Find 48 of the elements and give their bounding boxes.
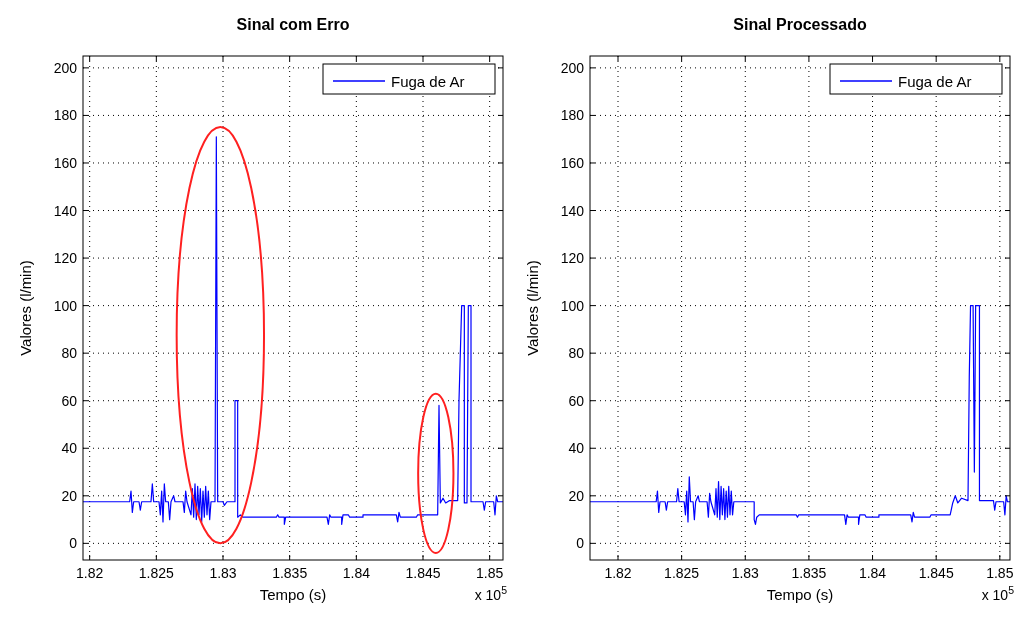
y-tick-label: 0 xyxy=(576,535,585,552)
y-tick-label: 100 xyxy=(53,297,78,314)
x-tick-label: 1.825 xyxy=(664,565,700,581)
x-tick-label: 1.83 xyxy=(209,565,237,581)
x-tick-label: 1.845 xyxy=(405,565,441,581)
y-tick-label: 140 xyxy=(53,202,78,219)
y-axis-title: Valores (l/min) xyxy=(17,260,34,356)
y-tick-label: 160 xyxy=(560,154,585,171)
y-tick-label: 20 xyxy=(568,487,585,504)
y-axis-title: Valores (l/min) xyxy=(524,260,541,356)
y-tick-label: 40 xyxy=(568,440,585,457)
x-tick-label: 1.83 xyxy=(731,565,760,581)
y-tick-label: 140 xyxy=(560,202,585,219)
y-tick-label: 160 xyxy=(53,154,78,171)
chart-title: Sinal com Erro xyxy=(236,16,350,33)
chart-title: Sinal Processado xyxy=(733,16,867,33)
x-axis-title: Tempo (s) xyxy=(766,586,834,603)
x-tick-label: 1.835 xyxy=(791,565,827,581)
y-tick-label: 200 xyxy=(560,59,585,76)
y-tick-label: 180 xyxy=(560,107,585,124)
y-tick-label: 40 xyxy=(61,440,78,457)
x-tick-label: 1.84 xyxy=(858,565,887,581)
legend-label: Fuga de Ar xyxy=(898,73,972,90)
x-tick-label: 1.85 xyxy=(476,565,504,581)
line-series xyxy=(589,305,1011,525)
y-tick-label: 80 xyxy=(568,345,585,362)
x-tick-label: 1.845 xyxy=(918,565,954,581)
y-tick-label: 20 xyxy=(61,487,78,504)
x-tick-label: 1.835 xyxy=(272,565,308,581)
x-tick-label: 1.85 xyxy=(986,565,1014,581)
x-tick-label: 1.82 xyxy=(604,565,632,581)
y-tick-label: 120 xyxy=(53,250,78,267)
x-tick-label: 1.82 xyxy=(76,565,104,581)
y-tick-label: 180 xyxy=(53,107,78,124)
legend-label: Fuga de Ar xyxy=(391,73,465,90)
y-tick-label: 80 xyxy=(61,345,78,362)
x-tick-label: 1.825 xyxy=(138,565,175,581)
line-series xyxy=(82,136,504,525)
y-tick-label: 0 xyxy=(69,535,78,552)
y-tick-label: 60 xyxy=(568,392,585,409)
y-tick-label: 60 xyxy=(61,392,78,409)
text: x 10$^{5}$ xyxy=(474,584,508,603)
text: x 10$^{5}$ xyxy=(981,584,1015,603)
y-tick-label: 100 xyxy=(560,297,585,314)
y-tick-label: 200 xyxy=(53,59,78,76)
x-axis-title: Tempo (s) xyxy=(259,586,327,603)
y-tick-label: 120 xyxy=(560,250,585,267)
x-tick-label: 1.84 xyxy=(342,565,371,581)
